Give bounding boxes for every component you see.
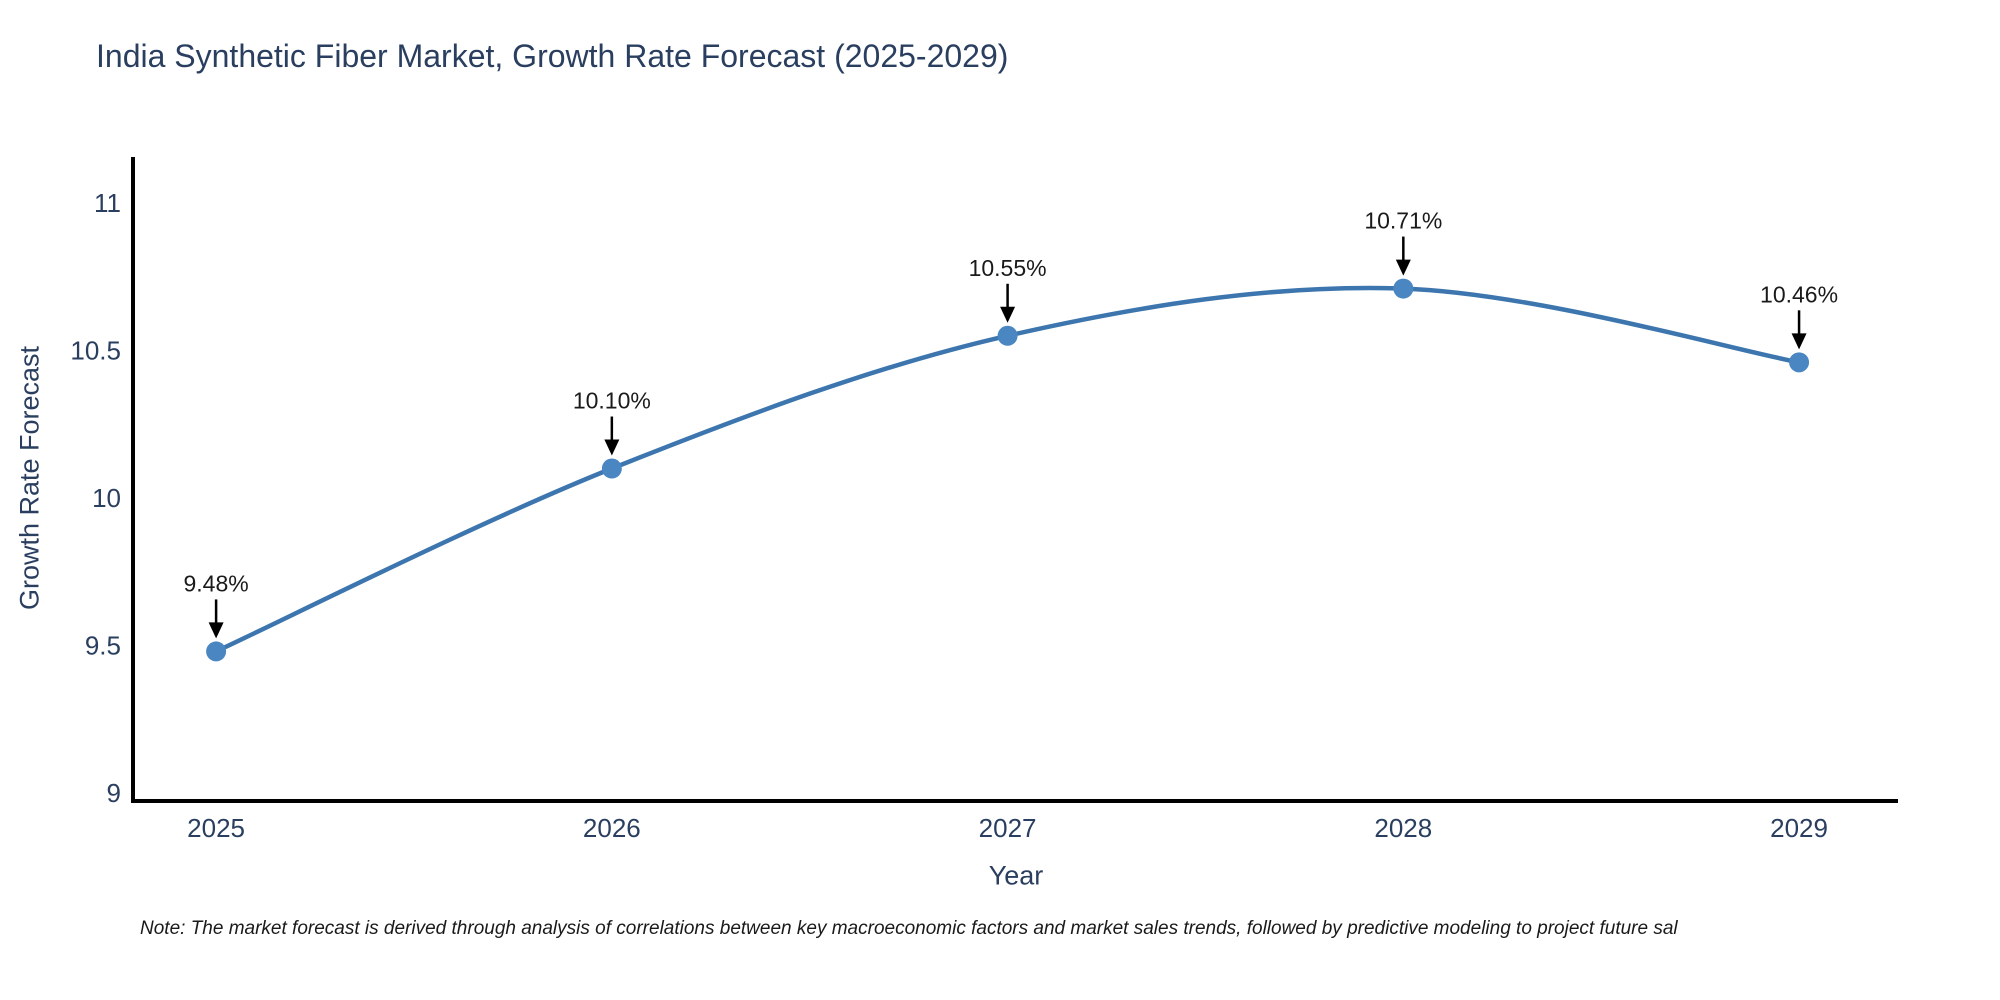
data-point xyxy=(997,325,1018,346)
data-point xyxy=(1393,278,1414,299)
annotation-arrowhead xyxy=(604,439,620,456)
y-tick-label: 9.5 xyxy=(85,631,121,661)
y-tick-label: 10.5 xyxy=(70,336,121,366)
annotation-label: 10.55% xyxy=(969,255,1047,281)
annotation-arrowhead xyxy=(1000,306,1016,323)
x-tick-label: 2029 xyxy=(1770,813,1828,843)
annotation-label: 10.46% xyxy=(1760,281,1838,307)
y-tick-label: 11 xyxy=(94,188,121,218)
y-tick-label: 10 xyxy=(92,483,121,513)
footnote: Note: The market forecast is derived thr… xyxy=(140,918,1678,939)
data-point xyxy=(601,458,622,479)
x-tick-label: 2025 xyxy=(187,813,245,843)
y-tick-label: 9 xyxy=(107,778,121,808)
y-axis-title: Growth Rate Forecast xyxy=(14,345,45,611)
annotation-label: 9.48% xyxy=(183,570,248,596)
annotation-arrowhead xyxy=(1791,333,1807,350)
chart-title: India Synthetic Fiber Market, Growth Rat… xyxy=(96,38,1009,74)
x-tick-label: 2026 xyxy=(583,813,641,843)
x-tick-label: 2027 xyxy=(979,813,1037,843)
x-tick-label: 2028 xyxy=(1374,813,1432,843)
annotation-arrowhead xyxy=(208,622,224,639)
x-axis-title: Year xyxy=(988,860,1044,891)
data-point xyxy=(206,641,227,662)
annotation-label: 10.10% xyxy=(573,388,651,414)
data-point xyxy=(1789,352,1810,373)
annotation-arrowhead xyxy=(1395,259,1411,276)
annotation-label: 10.71% xyxy=(1364,208,1442,234)
